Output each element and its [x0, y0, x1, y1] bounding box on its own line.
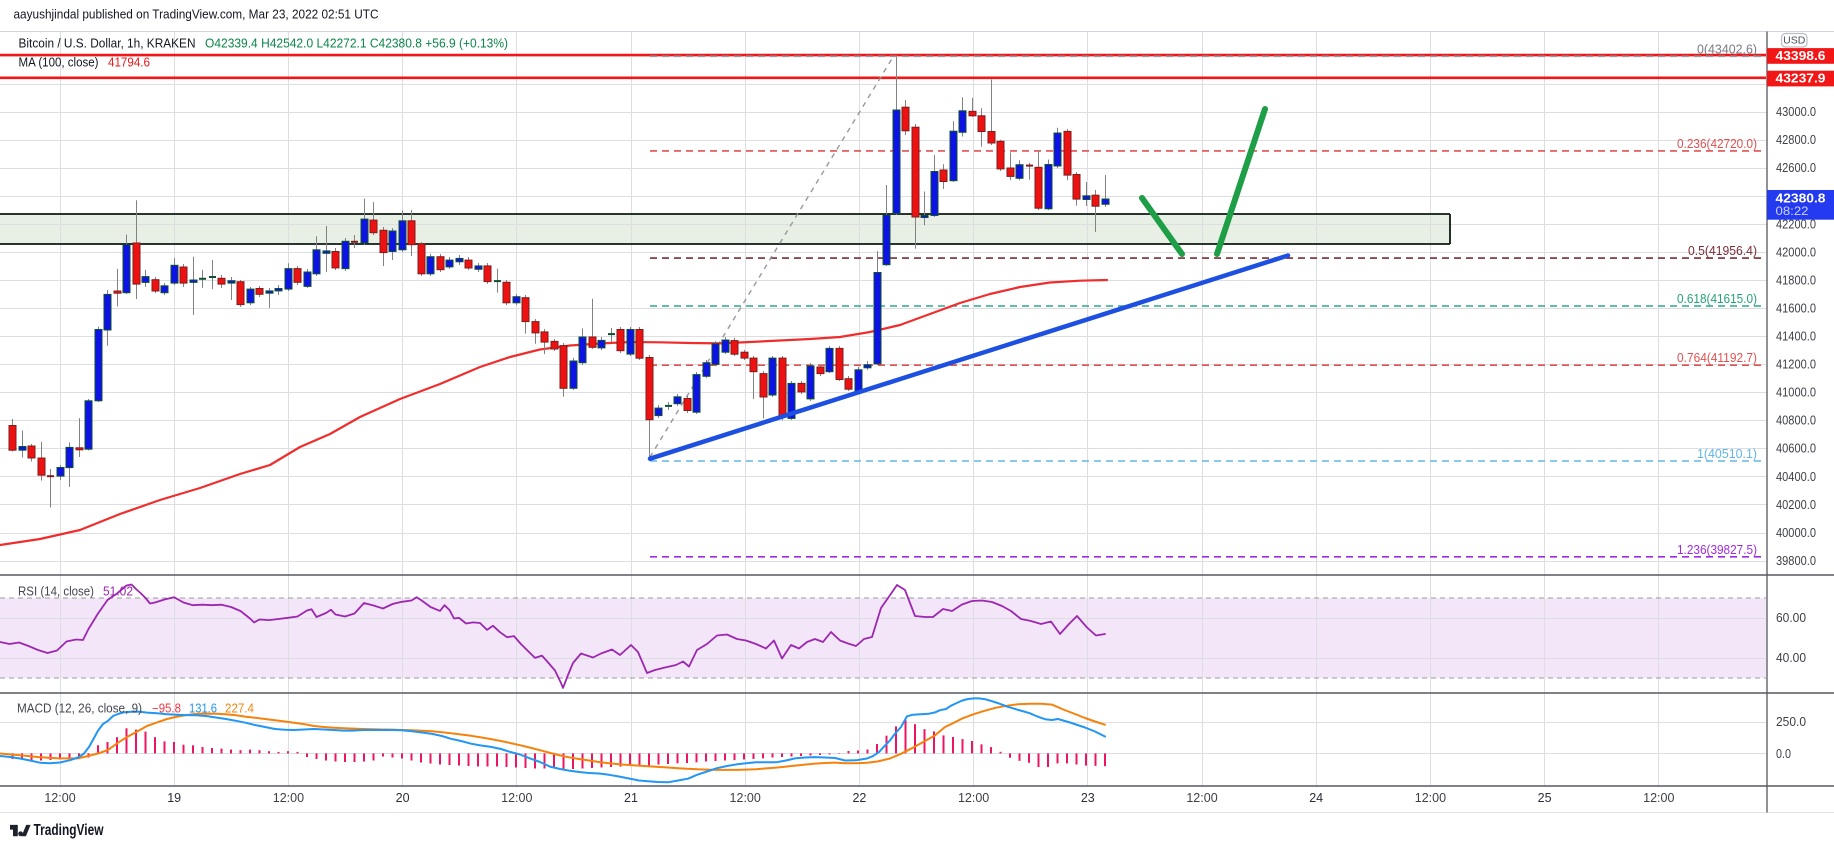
svg-text:43398.6: 43398.6 [1776, 49, 1826, 63]
svg-text:40.00: 40.00 [1776, 651, 1806, 665]
svg-text:41000.0: 41000.0 [1776, 386, 1816, 400]
svg-text:42000.0: 42000.0 [1776, 245, 1816, 259]
svg-text:0.0: 0.0 [1776, 747, 1791, 761]
svg-text:41200.0: 41200.0 [1776, 358, 1816, 372]
svg-text:12:00: 12:00 [1643, 791, 1674, 805]
svg-text:41600.0: 41600.0 [1776, 302, 1816, 316]
svg-text:RSI (14, close): RSI (14, close) [18, 584, 94, 599]
svg-text:0.764(41192.7): 0.764(41192.7) [1677, 351, 1757, 365]
svg-text:25: 25 [1538, 791, 1552, 805]
svg-text:0(43402.6): 0(43402.6) [1697, 42, 1757, 56]
svg-text:12:00: 12:00 [44, 791, 75, 805]
svg-text:227.4: 227.4 [225, 702, 254, 716]
svg-text:08:22: 08:22 [1776, 206, 1809, 218]
svg-text:0.236(42720.0): 0.236(42720.0) [1677, 137, 1757, 151]
svg-text:39800.0: 39800.0 [1776, 554, 1816, 568]
svg-text:Bitcoin / U.S. Dollar, 1h, KRA: Bitcoin / U.S. Dollar, 1h, KRAKEN [19, 37, 196, 51]
svg-text:USD: USD [1783, 35, 1806, 47]
svg-text:250.0: 250.0 [1776, 715, 1806, 729]
svg-text:−95.8: −95.8 [152, 702, 181, 716]
svg-text:21: 21 [624, 791, 638, 805]
svg-text:TradingView: TradingView [34, 822, 105, 839]
svg-text:12:00: 12:00 [958, 791, 989, 805]
svg-text:40600.0: 40600.0 [1776, 442, 1816, 456]
svg-text:12:00: 12:00 [273, 791, 304, 805]
svg-text:51.02: 51.02 [103, 584, 133, 599]
svg-text:20: 20 [396, 791, 410, 805]
svg-text:1(40510.1): 1(40510.1) [1697, 447, 1757, 461]
svg-text:41800.0: 41800.0 [1776, 273, 1816, 287]
svg-text:aayushjindal published on Trad: aayushjindal published on TradingView.co… [14, 8, 379, 22]
svg-text:24: 24 [1309, 791, 1323, 805]
svg-text:42800.0: 42800.0 [1776, 133, 1816, 147]
svg-text:42380.8: 42380.8 [1776, 191, 1826, 205]
svg-text:12:00: 12:00 [501, 791, 532, 805]
svg-text:1.236(39827.5): 1.236(39827.5) [1677, 543, 1757, 557]
svg-text:MACD (12, 26, close, 9): MACD (12, 26, close, 9) [17, 702, 142, 716]
svg-text:60.00: 60.00 [1776, 611, 1806, 625]
svg-text:MA (100, close): MA (100, close) [19, 56, 99, 70]
svg-text:41400.0: 41400.0 [1776, 330, 1816, 344]
svg-text:12:00: 12:00 [1186, 791, 1217, 805]
svg-text:131.6: 131.6 [189, 702, 217, 716]
svg-text:0.5(41956.4): 0.5(41956.4) [1688, 244, 1757, 258]
svg-text:19: 19 [167, 791, 181, 805]
svg-text:43237.9: 43237.9 [1776, 72, 1826, 86]
svg-text:40000.0: 40000.0 [1776, 526, 1816, 540]
svg-text:41794.6: 41794.6 [108, 56, 150, 70]
svg-text:12:00: 12:00 [730, 791, 761, 805]
svg-text:40800.0: 40800.0 [1776, 414, 1816, 428]
svg-text:22: 22 [852, 791, 866, 805]
svg-text:12:00: 12:00 [1415, 791, 1446, 805]
svg-text:23: 23 [1081, 791, 1095, 805]
svg-text:42200.0: 42200.0 [1776, 217, 1816, 231]
svg-text:42600.0: 42600.0 [1776, 161, 1816, 175]
svg-text:O42339.4 H42542.0 L42272.1 C42: O42339.4 H42542.0 L42272.1 C42380.8 +56.… [205, 37, 508, 51]
svg-text:0.618(41615.0): 0.618(41615.0) [1677, 292, 1757, 306]
svg-text:40400.0: 40400.0 [1776, 470, 1816, 484]
svg-text:43000.0: 43000.0 [1776, 105, 1816, 119]
svg-text:40200.0: 40200.0 [1776, 498, 1816, 512]
